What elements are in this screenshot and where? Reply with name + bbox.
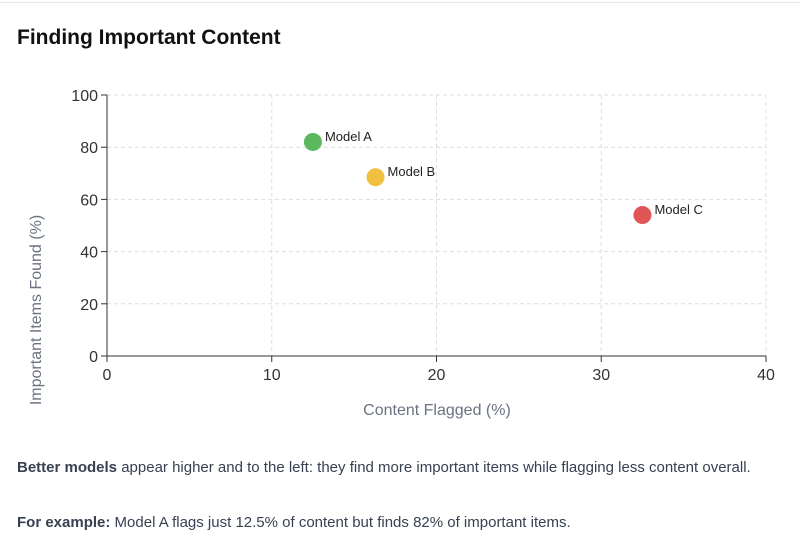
data-point-label: Model B [388,164,436,179]
data-points: Model A Model B Model C [303,129,703,225]
data-point[interactable] [366,168,385,187]
description-example: For example: Model A flags just 12.5% of… [17,511,787,534]
y-tick-label: 20 [80,297,98,314]
y-tick-label: 100 [71,88,98,105]
description-bold-2: For example: [17,514,111,531]
y-tick-label: 40 [80,245,98,262]
x-tick-label: 10 [263,367,281,384]
description-text-2: Model A flags just 12.5% of content but … [110,514,571,531]
chart-title: Finding Important Content [17,26,281,49]
top-divider [0,2,800,3]
x-tick-label: 30 [592,367,610,384]
x-axis-label: Content Flagged (%) [363,402,511,419]
y-tick-label: 60 [80,192,98,209]
description-bold-1: Better models [17,459,118,476]
y-axis-label: Important Items Found (%) [28,215,45,405]
data-point[interactable] [303,132,322,151]
data-point-label: Model C [654,202,702,217]
x-tick-label: 0 [103,367,112,384]
description-better-models: Better models appear higher and to the l… [17,456,787,479]
grid-lines [106,94,767,357]
y-tick-label: 80 [80,140,98,157]
data-point[interactable] [633,206,652,225]
data-point-label: Model A [325,129,372,144]
description-text-1: appear higher and to the left: they find… [117,459,751,476]
x-tick-label: 20 [428,367,446,384]
x-tick-label: 40 [757,367,775,384]
axes: 0 10 20 30 40 0 20 40 60 80 100 [71,88,775,384]
y-tick-label: 0 [89,349,98,366]
